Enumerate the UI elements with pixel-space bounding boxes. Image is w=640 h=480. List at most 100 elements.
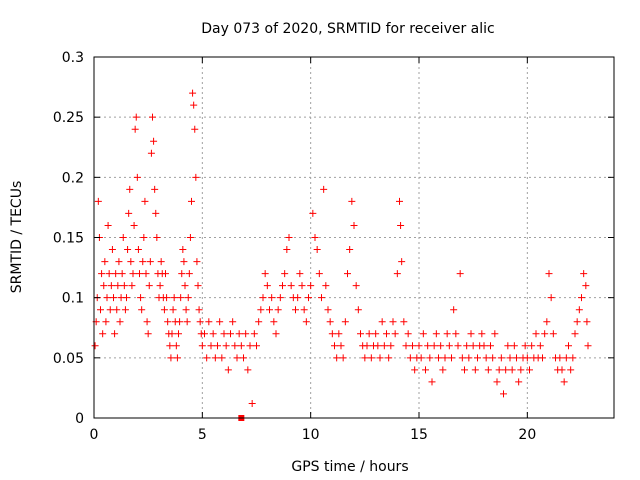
data-point (143, 318, 151, 326)
data-point (461, 366, 468, 374)
data-point (443, 330, 451, 338)
data-point (406, 354, 414, 362)
data-point (441, 354, 449, 362)
data-point (128, 282, 136, 290)
x-axis-label: GPS time / hours (291, 459, 408, 475)
data-point (307, 282, 315, 290)
data-point (378, 318, 386, 326)
data-point (346, 246, 354, 254)
data-point (160, 306, 168, 314)
data-point (372, 330, 380, 338)
data-point (229, 318, 237, 326)
data-point (170, 294, 178, 302)
data-point (543, 318, 551, 326)
x-tick-label: 20 (518, 427, 536, 443)
data-point (209, 330, 217, 338)
data-point (139, 258, 147, 266)
data-point (178, 270, 186, 278)
data-point (452, 330, 460, 338)
data-point (97, 306, 104, 314)
data-point (380, 342, 388, 350)
data-point (354, 306, 362, 314)
data-point (173, 354, 181, 362)
data-point (266, 306, 273, 314)
data-points (91, 89, 592, 421)
data-point (580, 270, 588, 278)
data-point (268, 294, 276, 302)
data-point (322, 282, 330, 290)
data-point (181, 282, 189, 290)
data-point (331, 342, 338, 350)
data-point (450, 306, 458, 314)
data-point (482, 354, 490, 362)
ticks: 0 5 10 15 20 0 0.05 0.1 0.15 0.2 0.25 0.3 (53, 50, 614, 443)
data-point (526, 366, 533, 374)
data-point (211, 354, 219, 362)
data-point (294, 294, 302, 302)
data-point (417, 354, 425, 362)
data-point (179, 246, 187, 254)
data-point (120, 282, 128, 290)
data-point (108, 246, 116, 254)
data-point (389, 318, 397, 326)
x-tick-label: 5 (198, 427, 207, 443)
data-point (107, 282, 115, 290)
data-point (344, 270, 351, 278)
data-point (150, 137, 158, 145)
data-point (246, 342, 254, 350)
data-point (424, 342, 432, 350)
data-point (227, 330, 234, 338)
data-point (168, 330, 176, 338)
data-point (397, 221, 405, 229)
data-point (257, 306, 265, 314)
data-point (404, 330, 412, 338)
data-point (207, 342, 215, 350)
data-point (549, 330, 557, 338)
data-point (100, 282, 108, 290)
data-point (502, 366, 510, 374)
data-point (510, 342, 518, 350)
data-point (244, 366, 252, 374)
data-point (532, 330, 540, 338)
data-point (361, 354, 369, 362)
data-point (136, 270, 143, 278)
data-point (513, 354, 520, 362)
data-point (146, 258, 154, 266)
data-point (153, 234, 161, 241)
data-point (214, 342, 221, 350)
data-point (250, 330, 258, 338)
data-point (471, 366, 479, 374)
data-point (489, 354, 497, 362)
data-point (435, 354, 442, 362)
data-point (419, 330, 427, 338)
data-point (164, 318, 172, 326)
data-point (144, 330, 152, 338)
data-point (224, 366, 232, 374)
data-point (162, 270, 169, 278)
data-point (203, 354, 211, 362)
data-point (138, 306, 146, 314)
data-point (415, 342, 423, 350)
data-point (175, 330, 182, 338)
data-point (298, 282, 306, 290)
data-point (341, 318, 349, 326)
grid (94, 57, 614, 418)
data-point (454, 342, 462, 350)
data-point (463, 342, 471, 350)
data-point (129, 270, 137, 278)
data-point (365, 330, 373, 338)
data-point (437, 342, 445, 350)
data-point (348, 197, 356, 205)
x-tick-label: 15 (410, 427, 428, 443)
data-point (253, 342, 260, 350)
data-point (103, 294, 111, 302)
data-point (335, 330, 343, 338)
data-point (177, 294, 185, 302)
data-point (300, 306, 308, 314)
data-point (121, 306, 129, 314)
data-point (521, 342, 529, 350)
data-point (110, 294, 117, 302)
data-point (102, 318, 110, 326)
data-point (151, 185, 159, 193)
